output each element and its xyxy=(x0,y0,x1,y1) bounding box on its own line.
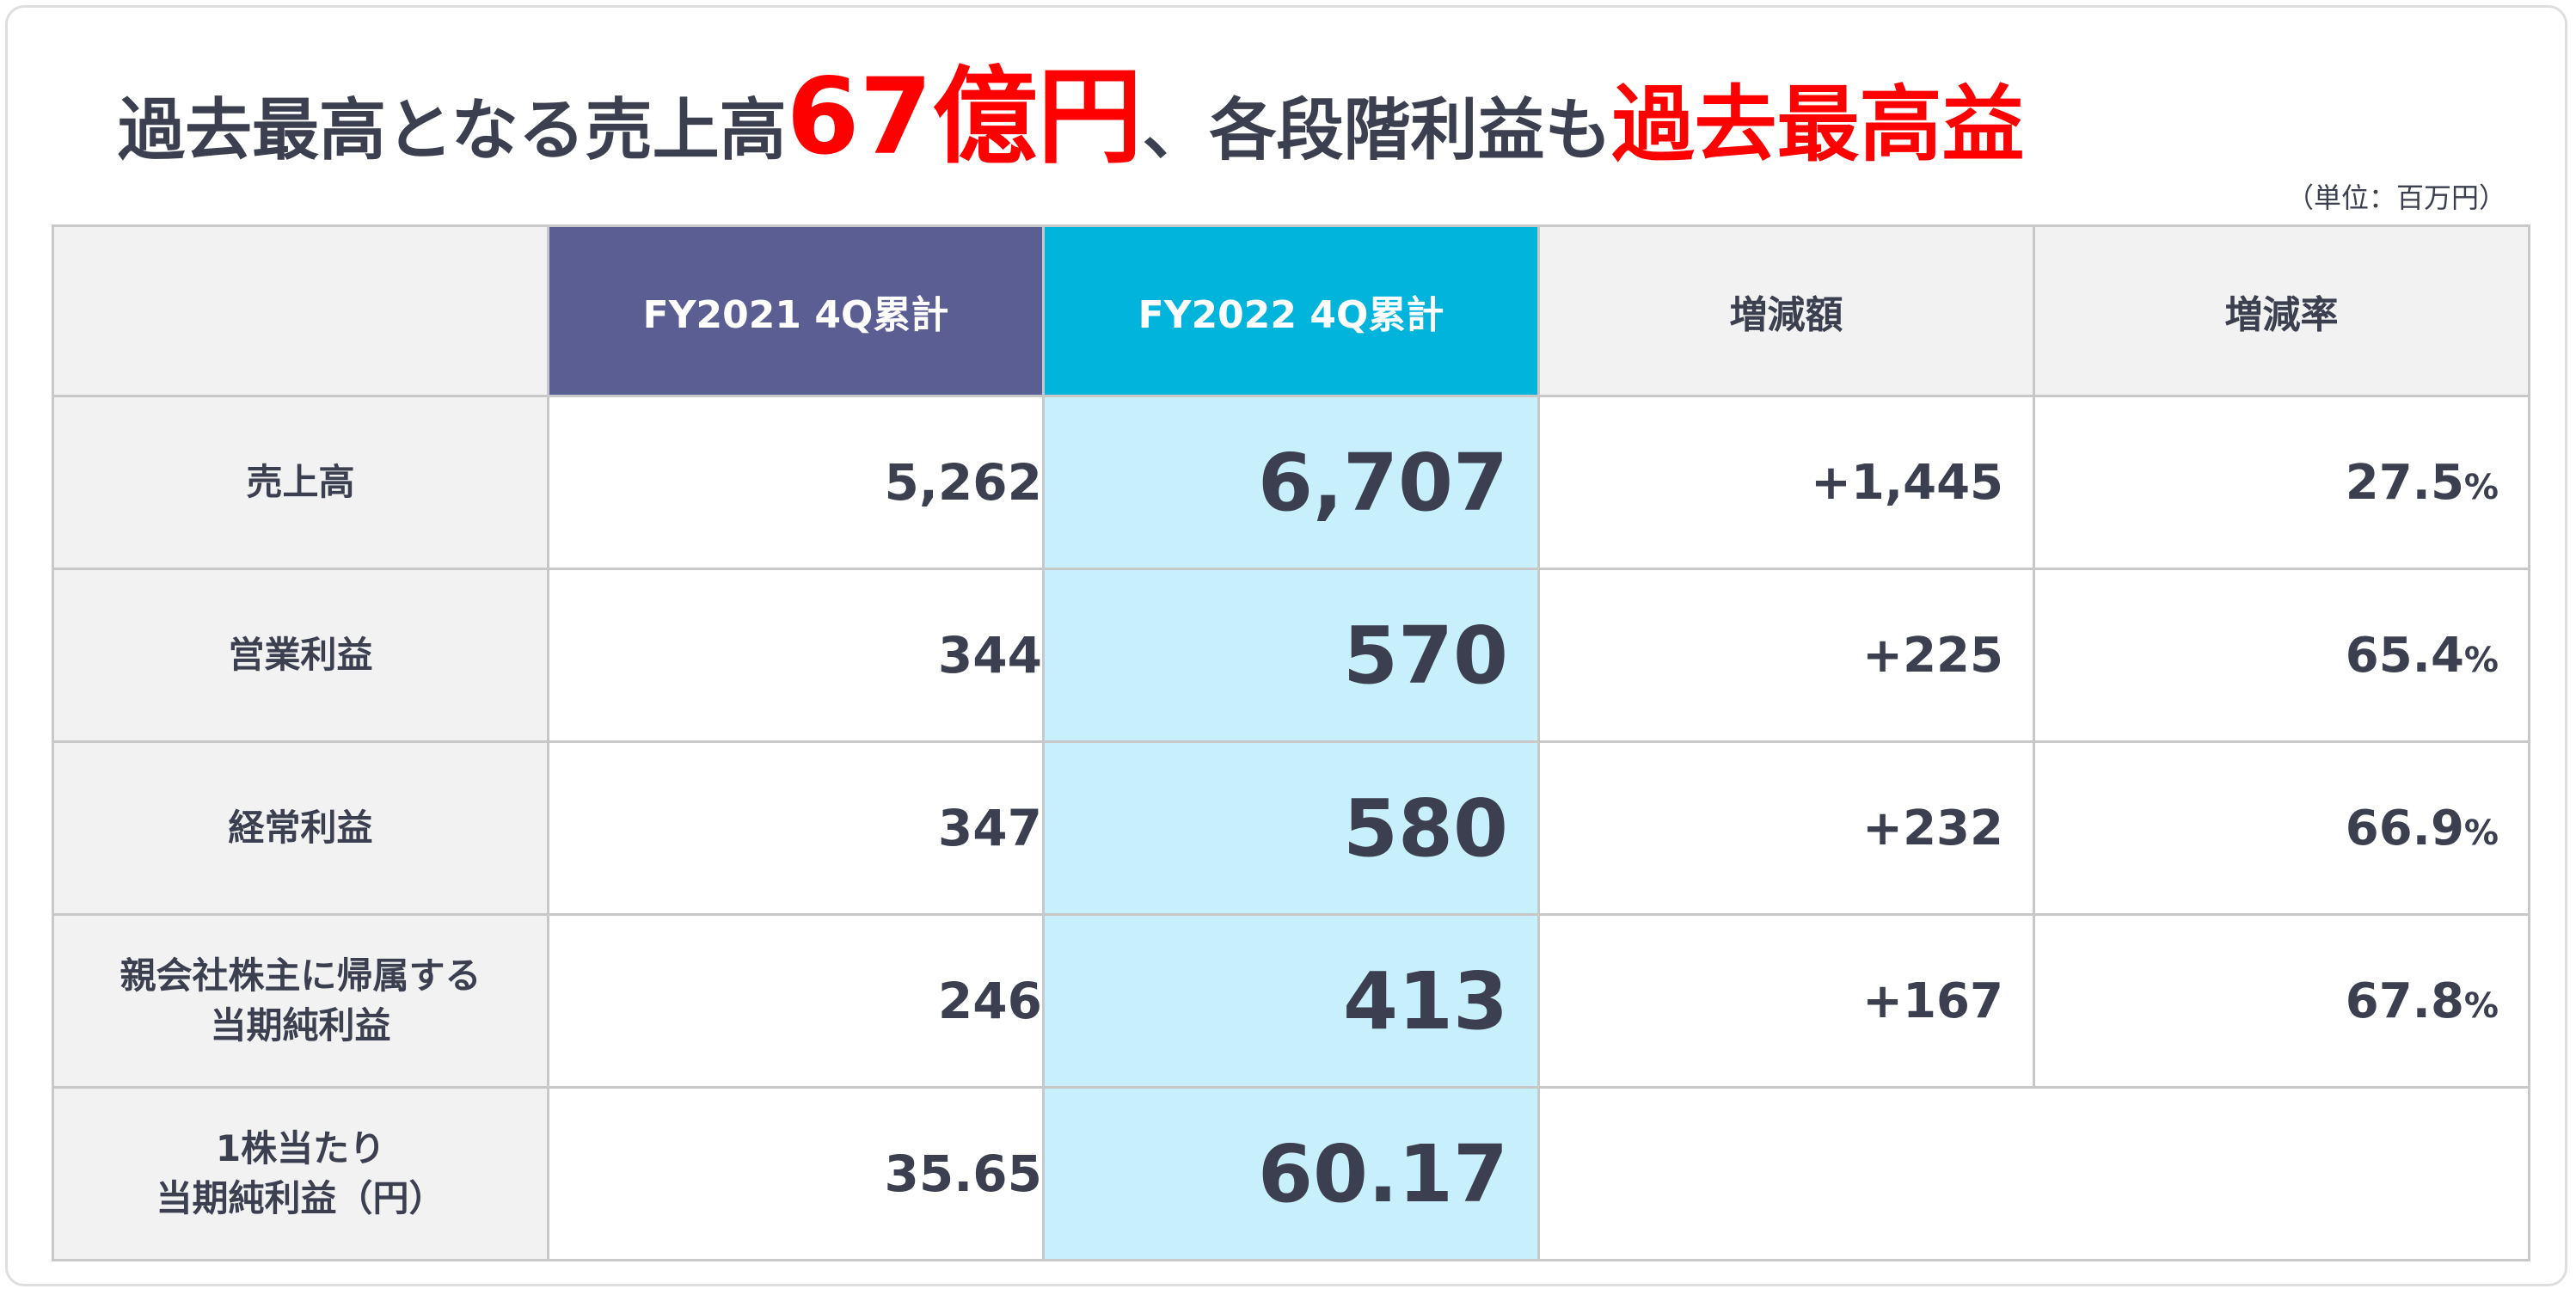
row-label-line: 営業利益 xyxy=(228,634,373,676)
row-label-line: 経常利益 xyxy=(228,807,373,849)
fy2022-value: 6,707 xyxy=(1042,395,1540,570)
fy2022-value: 580 xyxy=(1042,740,1540,916)
rate-value: 27.5% xyxy=(2033,395,2530,570)
rate-unit: % xyxy=(2463,640,2499,680)
page-title: 過去最高となる売上高67億円、各段階利益も過去最高益 xyxy=(118,44,2024,190)
header-diff: 増減額 xyxy=(1537,224,2035,397)
diff-value: +232 xyxy=(1537,740,2035,916)
unit-note: （単位：百万円） xyxy=(2285,181,2506,214)
empty-cell xyxy=(1537,1086,2530,1261)
header-row: FY2021 4Q累計 FY2022 4Q累計 増減額 増減率 xyxy=(52,224,2530,397)
title-highlight-amount: 67億円 xyxy=(786,56,1143,178)
fy2022-value: 570 xyxy=(1042,568,1540,743)
table-row: 1株当たり当期純利益（円） 35.65 60.17 xyxy=(52,1086,2530,1261)
row-label-line: 売上高 xyxy=(246,461,355,503)
title-part1: 過去最高となる売上高 xyxy=(118,92,787,169)
header-fy2022: FY2022 4Q累計 xyxy=(1042,224,1540,397)
title-part2: 、各段階利益も xyxy=(1142,92,1612,169)
rate-number: 66.9 xyxy=(2345,800,2464,856)
row-label-line: 当期純利益（円） xyxy=(156,1177,445,1219)
row-label: 経常利益 xyxy=(52,740,549,916)
fy2021-value: 246 xyxy=(547,913,1045,1089)
header-fy2021: FY2021 4Q累計 xyxy=(547,224,1045,397)
rate-number: 65.4 xyxy=(2345,627,2464,684)
table-row: 経常利益 347 580 +232 66.9% xyxy=(52,740,2530,916)
fy2021-value: 35.65 xyxy=(547,1086,1045,1261)
fy2021-value: 347 xyxy=(547,740,1045,916)
diff-value: +225 xyxy=(1537,568,2035,743)
rate-unit: % xyxy=(2463,467,2499,507)
row-label-line: 1株当たり xyxy=(215,1127,386,1169)
header-rate: 増減率 xyxy=(2033,224,2530,397)
rate-value: 67.8% xyxy=(2033,913,2530,1089)
diff-value: +167 xyxy=(1537,913,2035,1089)
rate-value: 65.4% xyxy=(2033,568,2530,743)
fy2021-value: 344 xyxy=(547,568,1045,743)
row-label: 売上高 xyxy=(52,395,549,570)
title-highlight-end: 過去最高益 xyxy=(1611,77,2025,173)
table-row: 営業利益 344 570 +225 65.4% xyxy=(52,568,2530,743)
rate-value: 66.9% xyxy=(2033,740,2530,916)
table-row: 売上高 5,262 6,707 +1,445 27.5% xyxy=(52,395,2530,570)
fy2021-value: 5,262 xyxy=(547,395,1045,570)
rate-unit: % xyxy=(2463,813,2499,853)
rate-number: 27.5 xyxy=(2345,454,2464,511)
fy2022-value: 60.17 xyxy=(1042,1086,1540,1261)
row-label: 1株当たり当期純利益（円） xyxy=(52,1086,549,1261)
header-corner xyxy=(52,224,549,397)
row-label: 営業利益 xyxy=(52,568,549,743)
rate-number: 67.8 xyxy=(2345,973,2464,1029)
fy2022-value: 413 xyxy=(1042,913,1540,1089)
row-label: 親会社株主に帰属する 当期純利益 xyxy=(52,913,549,1089)
table-row: 親会社株主に帰属する 当期純利益 246 413 +167 67.8% xyxy=(52,913,2530,1089)
results-table: FY2021 4Q累計 FY2022 4Q累計 増減額 増減率 売上高 5,26… xyxy=(52,224,2530,1261)
row-label-line: 親会社株主に帰属する xyxy=(120,954,481,997)
row-label-line: 当期純利益 xyxy=(210,1004,391,1046)
diff-value: +1,445 xyxy=(1537,395,2035,570)
rate-unit: % xyxy=(2463,985,2499,1026)
